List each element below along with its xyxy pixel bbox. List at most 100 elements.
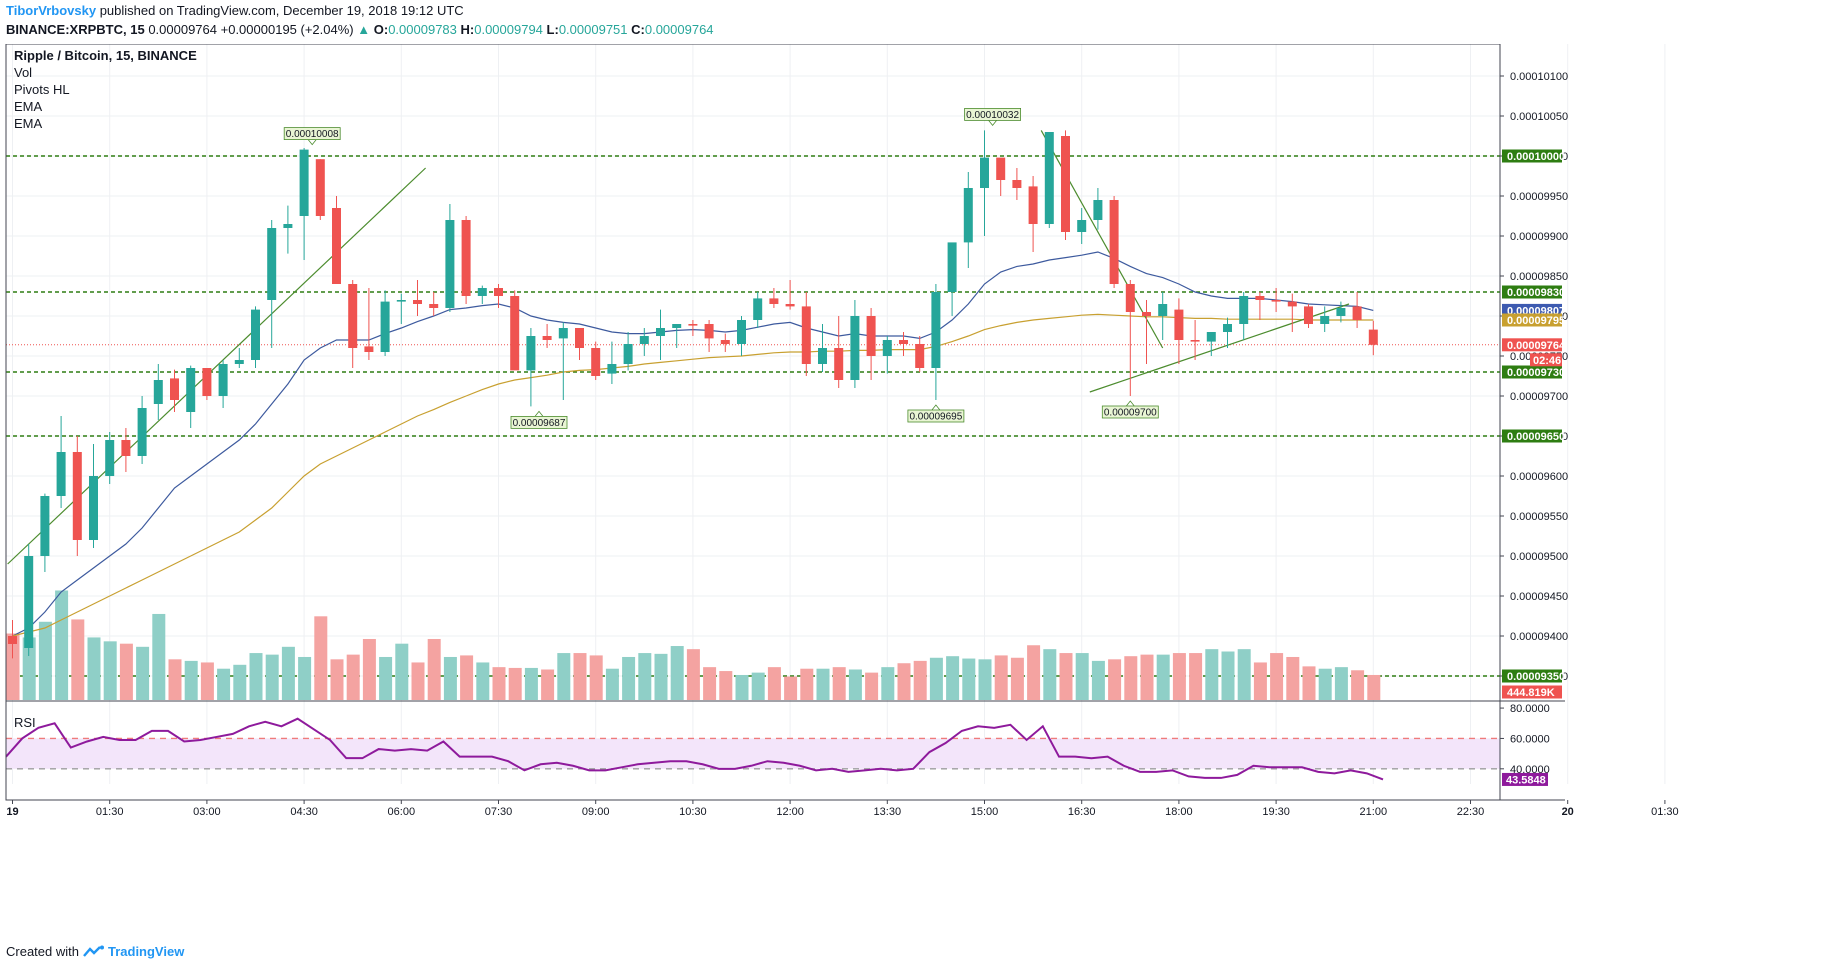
candle <box>510 290 520 371</box>
candle <box>1304 304 1313 328</box>
candle <box>105 432 115 484</box>
price-badge: 0.00009830 <box>1502 285 1565 299</box>
candle <box>40 493 50 572</box>
low-label: L: <box>546 22 559 37</box>
pivot-label: 0.00009687 <box>513 418 566 429</box>
trend-line <box>7 167 427 565</box>
tradingview-brand[interactable]: TradingView <box>107 944 185 959</box>
price-badge: 0.00010000 <box>1502 149 1565 163</box>
candle <box>980 130 989 236</box>
author-name[interactable]: TiborVrbovsky <box>6 3 97 18</box>
candle-body <box>785 304 795 307</box>
candle <box>170 369 179 412</box>
volume-bar <box>330 659 344 700</box>
volume-bar <box>962 658 976 700</box>
up-arrow-icon: ▲ <box>357 22 371 37</box>
candle <box>720 333 730 352</box>
chart-canvas[interactable]: 0.00010008 0.00009687 0.00009695 0.00010032… <box>0 44 1828 936</box>
candle <box>1125 280 1135 396</box>
volume-bar <box>379 656 393 700</box>
price-tick-label: 0.00009400 <box>1510 631 1568 643</box>
candle <box>1077 208 1087 244</box>
rsi-band <box>6 738 1500 769</box>
candle-body <box>1352 306 1362 320</box>
time-tick-label: 13:30 <box>874 806 902 818</box>
candle <box>672 324 682 348</box>
pivot-pointer <box>307 139 317 146</box>
time-tick-label: 01:30 <box>1651 806 1679 818</box>
pivot-pointer <box>988 120 997 127</box>
volume-bar <box>314 616 328 700</box>
price-badge-text: 0.00009764 <box>1507 340 1566 352</box>
candle <box>299 148 309 260</box>
volume-bar <box>913 660 927 700</box>
legend-ema-1[interactable]: EMA <box>14 99 43 114</box>
legend-vol[interactable]: Vol <box>14 65 32 80</box>
candle <box>558 322 568 400</box>
time-tick-label: 21:00 <box>1360 806 1388 818</box>
rsi-tick-label: 60.0000 <box>1510 733 1550 745</box>
price-badge-bg <box>1502 669 1562 683</box>
volume-bar <box>881 667 895 700</box>
candle <box>56 416 66 508</box>
last-price-text: 0.00009764 <box>148 22 217 37</box>
volume-bar <box>1318 668 1332 700</box>
candle-body <box>202 368 212 396</box>
legend-pivots[interactable]: Pivots HL <box>14 82 70 97</box>
volume-bar <box>1075 653 1089 700</box>
price-tick-label: 0.00009550 <box>1510 511 1568 523</box>
candle-body <box>477 288 487 296</box>
volume-bar <box>1043 649 1057 700</box>
countdown-bg <box>1530 353 1562 367</box>
volume-bar <box>395 643 409 700</box>
volume-bar <box>136 646 150 700</box>
candle-body <box>348 284 358 348</box>
candle-body <box>137 408 147 456</box>
candle-body <box>801 306 811 364</box>
time-tick-label: 20 <box>1562 806 1574 818</box>
volume-bar <box>411 662 425 700</box>
volume-bar <box>589 655 603 700</box>
volume-bar <box>119 643 133 700</box>
candle-body <box>899 340 908 344</box>
time-tick-label: 07:30 <box>485 806 513 818</box>
time-tick-label: 10:30 <box>679 806 707 818</box>
price-tick-label: 0.00009500 <box>1510 551 1568 563</box>
price-badge-text: 0.00009650 <box>1507 431 1565 443</box>
candle <box>526 328 536 407</box>
candle <box>267 220 277 348</box>
price-badge-text: 0.00010000 <box>1507 151 1565 163</box>
time-tick-label: 19:30 <box>1262 806 1290 818</box>
published-text: published on TradingView.com, December 1… <box>99 3 464 18</box>
candle-body <box>607 364 617 374</box>
rsi-label[interactable]: RSI <box>14 715 36 730</box>
pivot-label: 0.00009700 <box>1104 408 1157 419</box>
candle-body <box>1239 296 1249 324</box>
candle-body <box>1142 312 1151 316</box>
price-badge-text: 0.00009730 <box>1507 367 1565 379</box>
volume-bar <box>217 668 231 700</box>
candle <box>8 620 17 659</box>
price-tick-label: 0.00009850 <box>1510 271 1568 283</box>
candle <box>1174 298 1184 364</box>
candle <box>218 360 228 408</box>
candle-body <box>1190 340 1200 342</box>
legend-ema-2[interactable]: EMA <box>14 116 43 131</box>
candle-body <box>251 309 260 360</box>
candle <box>234 348 244 368</box>
price-badge-bg <box>1502 149 1562 163</box>
volume-bar <box>946 656 960 700</box>
candle <box>769 288 779 308</box>
volume-bar <box>654 653 668 700</box>
candle-body <box>1158 304 1168 316</box>
volume-bar <box>751 672 765 700</box>
volume-bar <box>978 659 992 700</box>
candle-body <box>461 220 471 296</box>
candle <box>575 328 584 360</box>
volume-bar <box>1237 649 1251 700</box>
volume-bar <box>152 613 166 700</box>
pivot-marker: 0.00009700 <box>1101 400 1159 419</box>
candle-body <box>672 324 682 328</box>
candle <box>413 280 422 316</box>
price-badge-text: 0.00009795 <box>1507 315 1565 327</box>
